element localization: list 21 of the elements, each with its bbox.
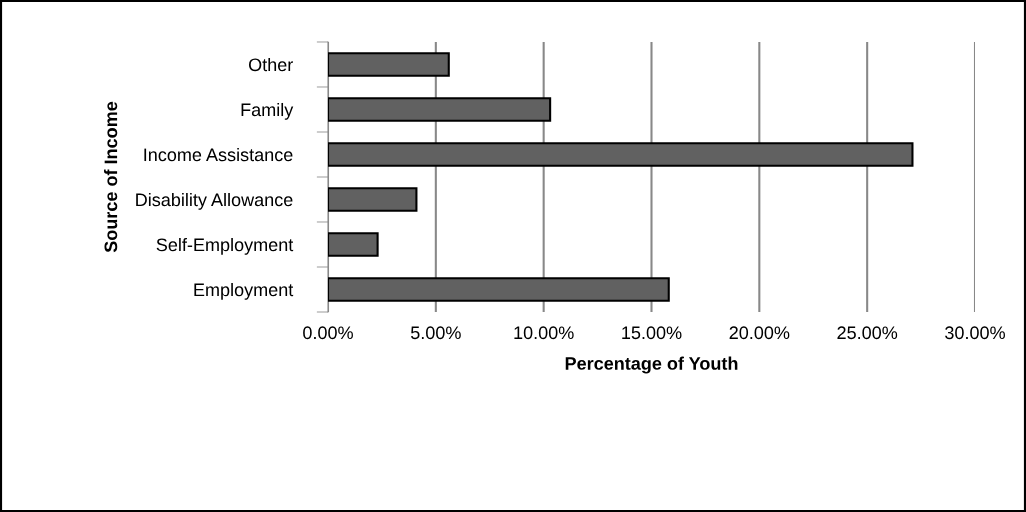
bar [328, 187, 418, 212]
x-axis-title: Percentage of Youth [565, 356, 738, 374]
x-tick-label: 0.00% [303, 326, 353, 340]
x-tick-label: 5.00% [410, 326, 461, 340]
x-tick-label: 25.00% [837, 326, 898, 340]
x-tick-label: 30.00% [945, 326, 1005, 340]
x-tick-label: 20.00% [729, 326, 790, 340]
bar [328, 142, 914, 167]
y-tick-label: Family [241, 102, 294, 120]
y-tick-label: Self-Employment [156, 237, 294, 255]
y-tick-label: Income Assistance [144, 147, 293, 162]
y-tick-label: Disability Allowance [136, 192, 293, 210]
y-tick-label: Other [248, 57, 293, 72]
x-tick-label: 10.00% [514, 326, 574, 340]
bar [328, 97, 552, 122]
bar [328, 277, 670, 302]
bar [328, 52, 450, 77]
bar [328, 232, 379, 257]
y-axis-title: Source of Income [104, 101, 118, 253]
y-tick-label: Employment [194, 282, 294, 300]
x-tick-label: 15.00% [622, 326, 682, 340]
